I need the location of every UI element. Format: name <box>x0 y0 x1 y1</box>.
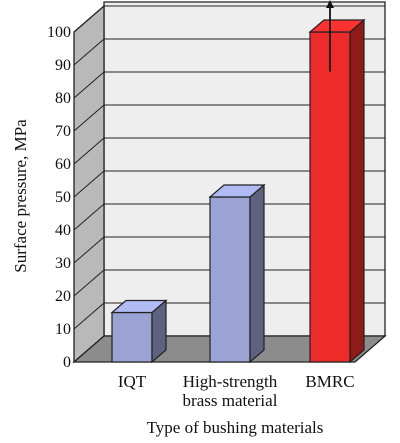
bar-front <box>209 196 251 363</box>
bar-2 <box>308 18 366 364</box>
gridline-side <box>73 236 105 264</box>
bar-0 <box>110 299 168 364</box>
y-tick-label: 80 <box>55 90 71 107</box>
y-tick-label: 40 <box>55 222 71 239</box>
y-tick-label: 100 <box>47 24 71 41</box>
y-tick-label: 60 <box>55 156 71 173</box>
bar-top <box>110 299 168 314</box>
category-label: High-strength <box>183 372 278 391</box>
gridline-side <box>73 302 105 330</box>
y-tick-label: 10 <box>55 321 71 338</box>
y-tick-label: 50 <box>55 189 71 206</box>
gridline-side <box>73 269 105 297</box>
bar-side <box>349 18 365 364</box>
bar-side <box>249 183 265 364</box>
category-label: brass material <box>183 391 278 410</box>
arrow-head <box>326 0 334 8</box>
bar-top <box>308 19 366 33</box>
gridline-side <box>73 170 105 198</box>
y-tick-label: 70 <box>55 123 71 140</box>
y-axis-label: Surface pressure, MPa <box>11 119 30 273</box>
gridline-side <box>73 137 105 165</box>
bar-top <box>208 184 266 198</box>
x-axis-label: Type of bushing materials <box>147 418 324 437</box>
bar-front <box>111 311 153 363</box>
category-label: IQT <box>118 372 147 391</box>
gridline-side <box>73 38 105 66</box>
y-tick-label: 90 <box>55 57 71 74</box>
y-tick-label: 30 <box>55 255 71 272</box>
gridline-side <box>73 71 105 99</box>
y-tick-label: 0 <box>63 354 71 371</box>
gridline-side <box>73 203 105 231</box>
bar-1 <box>208 183 266 364</box>
gridline-side <box>73 5 105 33</box>
category-label: BMRC <box>305 372 354 391</box>
y-tick-label: 20 <box>55 288 71 305</box>
gridline-side <box>73 104 105 132</box>
bar-front <box>309 31 351 363</box>
